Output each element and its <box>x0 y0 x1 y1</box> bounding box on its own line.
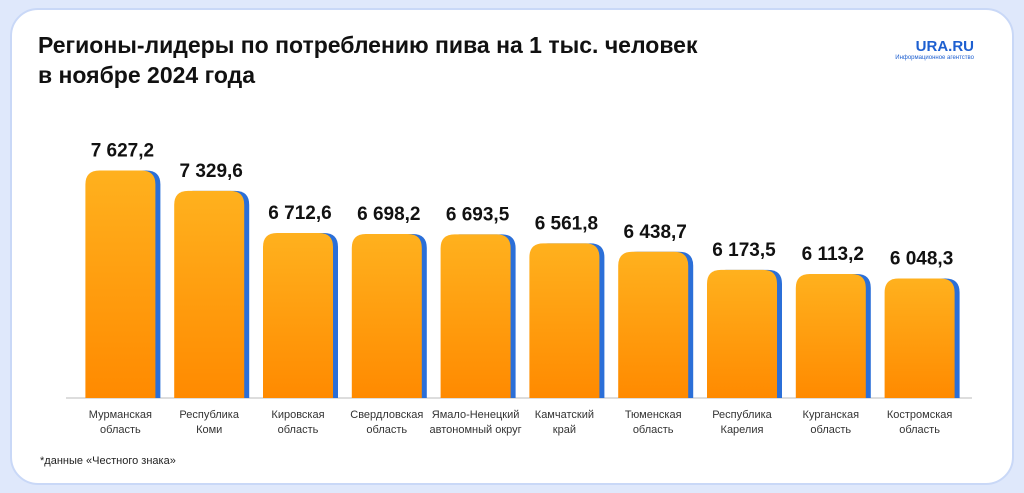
value-label: 6 048,3 <box>890 248 953 269</box>
value-label: 6 438,7 <box>623 222 686 243</box>
x-tick-label: Кировская область <box>271 409 325 436</box>
x-tick-label: Свердловская область <box>350 409 424 436</box>
value-label: 6 712,6 <box>268 203 331 224</box>
brand-subtitle: Информационное агентство <box>895 55 974 61</box>
bar <box>351 234 422 398</box>
x-tick-label: Республика Коми <box>179 409 239 436</box>
bar <box>529 243 600 398</box>
value-label: 7 329,6 <box>179 161 242 182</box>
bar <box>174 190 245 398</box>
bar <box>263 233 333 398</box>
value-label: 6 113,2 <box>802 244 864 265</box>
x-tick-label: Мурманская область <box>88 409 152 436</box>
value-label: 6 561,8 <box>535 213 598 234</box>
bar <box>440 234 511 398</box>
bar <box>707 269 777 398</box>
brand: URA.RU <box>915 38 974 55</box>
footnote: *данные «Честного знака» <box>40 455 176 467</box>
bar <box>795 274 866 398</box>
x-tick-label: Ямало-Ненецкий автономный округ <box>429 409 522 436</box>
bar <box>884 278 955 398</box>
x-tick-label: Курганская область <box>802 409 860 436</box>
value-label: 6 698,2 <box>357 204 420 225</box>
value-label: 6 173,5 <box>712 240 776 261</box>
value-label: 7 627,2 <box>91 140 154 161</box>
bar <box>618 251 689 398</box>
chart-title: Регионы-лидеры по потреблению пива на 1 … <box>38 32 698 88</box>
x-tick-label: Тюменская область <box>624 409 682 436</box>
x-tick-label: Республика Карелия <box>712 409 772 436</box>
value-label: 6 693,5 <box>446 204 510 225</box>
bar <box>85 170 156 398</box>
x-tick-label: Костромская область <box>886 409 953 436</box>
x-tick-label: Камчатский край <box>534 409 594 436</box>
